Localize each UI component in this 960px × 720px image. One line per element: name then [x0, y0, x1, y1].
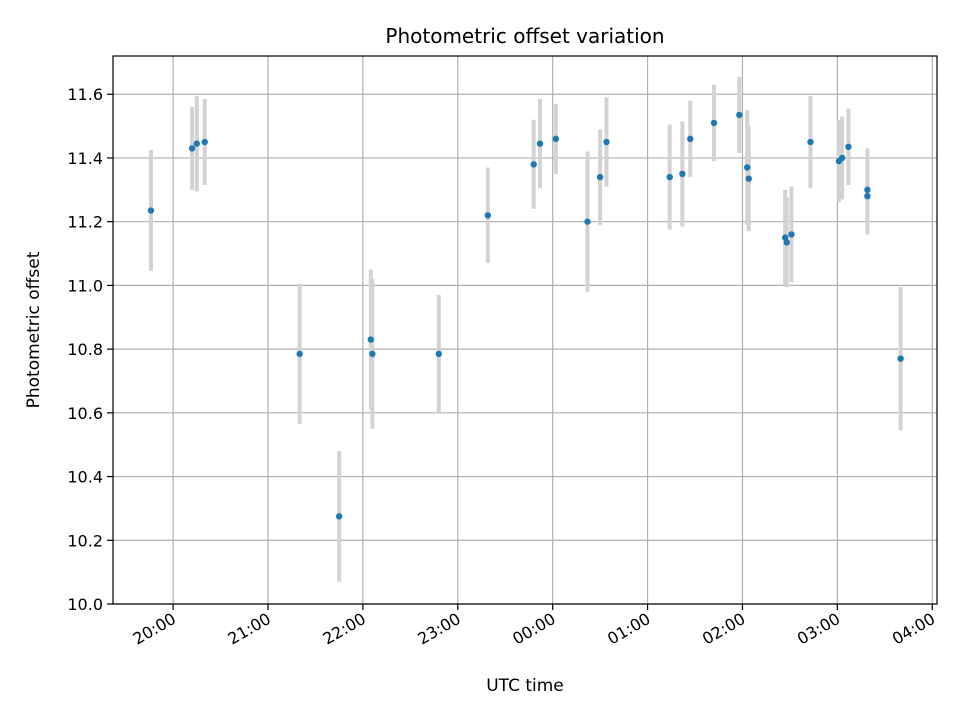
data-point — [838, 154, 846, 162]
y-tick-label: 11.6 — [67, 85, 103, 104]
data-point — [435, 350, 443, 358]
error-bars — [148, 76, 903, 582]
y-tick-label: 11.0 — [67, 276, 103, 295]
x-tick-label: 04:00 — [889, 609, 938, 649]
y-tick-label: 10.0 — [67, 595, 103, 614]
x-axis-ticks: 20:00 21:00 22:00 23:00 00:00 01:00 02:00 03:00… — [130, 604, 938, 649]
data-point — [552, 135, 560, 143]
data-point — [710, 119, 718, 127]
y-tick-label: 11.2 — [67, 213, 103, 232]
data-point — [845, 143, 852, 151]
data-point — [666, 173, 673, 181]
data-point — [335, 513, 343, 520]
data-point — [864, 186, 871, 194]
x-tick-label: 20:00 — [130, 609, 179, 649]
y-tick-label: 10.8 — [67, 340, 103, 359]
data-point — [147, 207, 155, 214]
x-tick-label: 22:00 — [319, 609, 368, 649]
x-tick-label: 01:00 — [604, 609, 653, 649]
x-tick-label: 02:00 — [699, 609, 748, 649]
data-point — [596, 173, 604, 181]
x-tick-label: 03:00 — [794, 609, 843, 649]
y-tick-label: 10.2 — [67, 531, 103, 550]
data-point — [296, 350, 303, 358]
x-tick-label: 00:00 — [509, 609, 558, 649]
plot-area-frame — [112, 55, 938, 605]
y-axis-label: Photometric offset — [24, 251, 44, 408]
data-point — [897, 355, 904, 362]
data-point — [188, 145, 196, 152]
data-point — [484, 212, 492, 219]
data-point — [201, 138, 208, 146]
data-point — [807, 138, 814, 146]
data-point — [584, 218, 591, 225]
data-point — [367, 336, 374, 343]
y-tick-label: 11.4 — [67, 149, 103, 168]
data-point — [536, 140, 544, 147]
chart-title: Photometric offset variation — [385, 24, 664, 48]
x-axis-label: UTC time — [486, 676, 564, 696]
x-tick-label: 21:00 — [225, 609, 274, 649]
y-tick-label: 10.6 — [67, 404, 103, 423]
y-tick-label: 10.4 — [67, 468, 103, 487]
data-point — [783, 239, 790, 246]
data-point — [603, 138, 610, 146]
data-point — [864, 192, 871, 200]
data-point — [193, 140, 201, 147]
data-point — [744, 164, 751, 171]
data-point — [745, 175, 752, 182]
data-points — [147, 111, 904, 520]
data-point — [736, 111, 743, 119]
data-point — [530, 161, 537, 168]
y-axis-ticks: 10.0 10.2 10.4 10.6 10.8 11.0 11.2 11.4 11.6 — [67, 85, 113, 614]
x-tick-label: 23:00 — [414, 609, 463, 649]
data-point — [369, 350, 376, 358]
data-point — [679, 170, 686, 178]
data-point — [788, 231, 795, 238]
grid — [113, 56, 937, 605]
data-point — [687, 135, 694, 143]
